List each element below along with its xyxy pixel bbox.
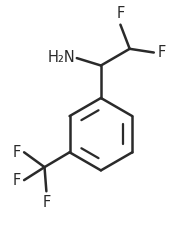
- Text: F: F: [157, 45, 165, 60]
- Text: F: F: [116, 6, 125, 21]
- Text: H₂N: H₂N: [48, 50, 76, 65]
- Text: F: F: [42, 195, 50, 210]
- Text: F: F: [13, 145, 21, 160]
- Text: F: F: [13, 173, 21, 188]
